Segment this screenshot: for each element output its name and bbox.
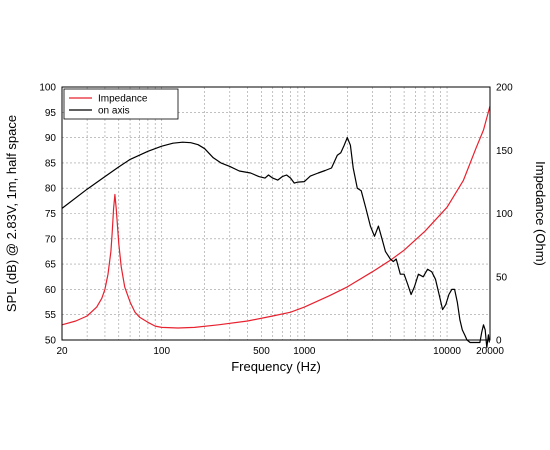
y-right-tick-label: 200 <box>496 83 513 94</box>
y-left-tick-label: 50 <box>45 336 57 347</box>
grid <box>62 87 490 340</box>
plot-frame <box>61 86 491 341</box>
x-tick-label: 20000 <box>476 346 504 357</box>
x-tick-label: 20 <box>56 346 68 357</box>
y-left-tick-label: 60 <box>45 285 57 296</box>
x-tick-label: 1000 <box>293 346 316 357</box>
y-left-tick-label: 70 <box>45 234 57 245</box>
y-left-tick-label: 100 <box>39 83 56 94</box>
y-axis-right-label: Impedance (Ohm) <box>533 161 548 266</box>
y-left-tick-label: 85 <box>45 158 57 169</box>
y-left-tick-label: 90 <box>45 133 57 144</box>
y-right-tick-label: 0 <box>496 336 502 347</box>
series-line-on-axis <box>61 137 490 349</box>
x-axis-label: Frequency (Hz) <box>231 359 321 374</box>
x-tick-label: 10000 <box>433 346 461 357</box>
y-right-tick-label: 100 <box>496 209 513 220</box>
x-tick-label: 500 <box>253 346 270 357</box>
legend-label-impedance: Impedance <box>98 94 148 105</box>
y-left-tick-label: 65 <box>45 260 57 271</box>
y-right-tick-label: 50 <box>496 272 508 283</box>
legend-label-on-axis: on axis <box>98 106 130 117</box>
y-left-tick-label: 55 <box>45 310 57 321</box>
tick-labels: 20 100 500 1000 10000 20000505560657075808590… <box>39 83 513 358</box>
legend: Impedance on axis <box>63 88 179 120</box>
y-right-tick-label: 150 <box>496 146 513 157</box>
legend-box <box>63 88 179 120</box>
y-left-tick-label: 95 <box>45 108 57 119</box>
x-tick-label: 100 <box>153 346 170 357</box>
y-axis-left-label: SPL (dB) @ 2.83V, 1m, half space <box>4 115 19 312</box>
y-left-tick-label: 75 <box>45 209 57 220</box>
y-left-tick-label: 80 <box>45 184 57 195</box>
series-line-impedance <box>61 105 491 329</box>
series-layer <box>61 105 491 349</box>
